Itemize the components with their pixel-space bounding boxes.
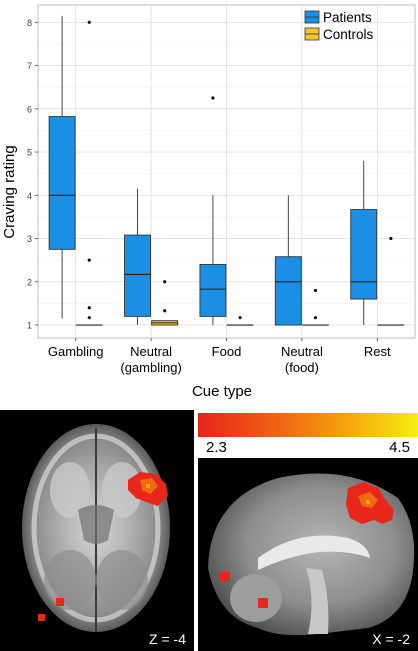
box-controls-1	[151, 280, 179, 326]
outlier-point	[163, 309, 167, 313]
x-tick-label: Neutral	[130, 344, 172, 359]
x-tick-label: (food)	[285, 360, 319, 375]
y-tick-label: 5	[27, 148, 32, 158]
x-tick-label: (gambling)	[120, 360, 181, 375]
outlier-point	[87, 20, 91, 24]
colorbar-gradient	[198, 413, 418, 437]
colorbar: 2.3 4.5	[198, 410, 418, 458]
outlier-point	[87, 306, 91, 310]
legend-label-controls: Controls	[323, 27, 374, 42]
legend-label-patients: Patients	[323, 10, 372, 25]
gridlines	[38, 5, 415, 338]
outlier-point	[313, 316, 318, 320]
activation-cluster-posterior	[220, 572, 268, 608]
box-patients-2	[199, 96, 227, 326]
y-tick-label: 7	[27, 61, 32, 71]
box-controls-3	[302, 288, 329, 326]
axial-coordinate-label: Z = -4	[149, 631, 186, 647]
box-controls-0	[75, 20, 103, 326]
y-tick-label: 8	[27, 18, 32, 28]
outlier-point	[238, 316, 242, 320]
outlier-point	[163, 280, 167, 284]
box-patients-3	[274, 195, 302, 326]
colorbar-min-label: 2.3	[206, 439, 227, 456]
legend: Patients Controls	[304, 10, 374, 42]
box-patients-4	[350, 160, 378, 326]
brain-axial-image	[22, 424, 170, 632]
colorbar-max-label: 4.5	[389, 439, 410, 456]
y-tick-labels: 1 2 3 4 5 6 7 8	[27, 18, 38, 331]
y-tick-label: 4	[27, 191, 32, 201]
box-iqr	[274, 256, 302, 326]
box-patients-0	[48, 15, 76, 319]
x-axis-label: Cue type	[192, 383, 252, 400]
outlier-point	[313, 288, 318, 293]
boxes	[48, 15, 405, 326]
activation-cluster-medial-frontal	[346, 482, 394, 524]
activation-cluster-left-occipital	[38, 598, 64, 621]
brain-axial-slice: Z = -4	[0, 410, 194, 651]
outlier-point	[211, 96, 215, 100]
box-patients-1	[124, 188, 151, 326]
activation-cluster-right-frontal	[128, 472, 168, 506]
x-tick-labels: Gambling Neutral(gambling)Food Neutral(foo…	[48, 338, 391, 375]
box-controls-4	[377, 236, 405, 326]
y-axis-label: Craving rating	[1, 145, 18, 238]
y-tick-label: 2	[27, 277, 32, 287]
box-iqr	[124, 234, 151, 317]
brain-sagittal-image	[208, 473, 415, 636]
box-controls-2	[226, 316, 254, 326]
outlier-point	[87, 258, 91, 262]
x-tick-label: Gambling	[48, 344, 104, 359]
box-iqr	[199, 264, 227, 317]
box-iqr	[350, 209, 378, 300]
y-tick-label: 1	[27, 321, 32, 331]
outlier-point	[87, 316, 91, 320]
x-tick-label: Rest	[364, 344, 391, 359]
y-tick-label: 6	[27, 104, 32, 114]
outlier-point	[389, 236, 393, 241]
x-tick-label: Neutral	[281, 344, 323, 359]
x-tick-label: Food	[212, 344, 242, 359]
sagittal-coordinate-label: X = -2	[372, 631, 410, 647]
y-tick-label: 3	[27, 234, 32, 244]
box-iqr	[48, 116, 76, 250]
brain-sagittal-slice: X = -2	[198, 458, 418, 651]
